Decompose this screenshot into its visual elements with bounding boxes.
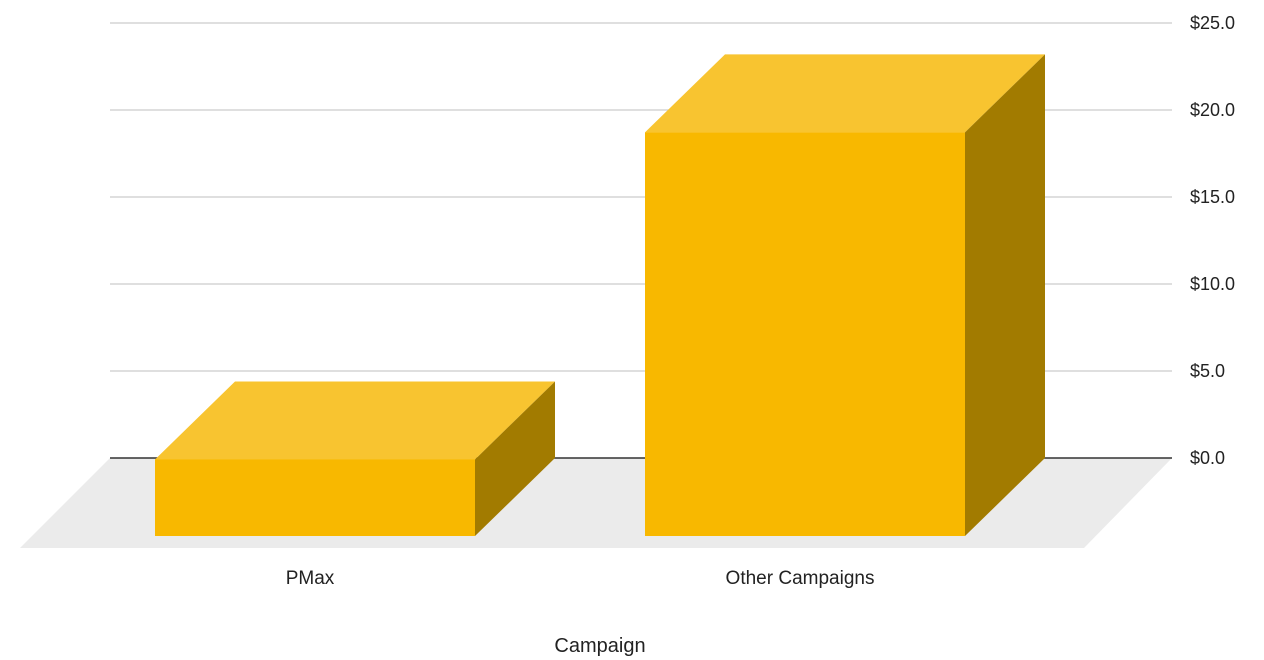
y-axis-ticks: $0.0 $5.0 $10.0 $15.0 $20.0 $25.0 — [1190, 13, 1235, 468]
y-tick-label: $15.0 — [1190, 187, 1235, 207]
x-category-label: Other Campaigns — [726, 568, 875, 589]
x-axis-title: Campaign — [554, 635, 645, 657]
y-tick-label: $25.0 — [1190, 13, 1235, 33]
bar — [645, 54, 1045, 536]
y-tick-label: $10.0 — [1190, 274, 1235, 294]
bar-side-face — [475, 381, 555, 536]
y-tick-label: $20.0 — [1190, 100, 1235, 120]
y-tick-label: $0.0 — [1190, 448, 1225, 468]
bars — [155, 54, 1045, 536]
bar-side-face — [965, 54, 1045, 536]
bar-front-face — [155, 459, 475, 536]
y-tick-label: $5.0 — [1190, 361, 1225, 381]
bar — [155, 381, 555, 536]
bar-front-face — [645, 132, 965, 536]
bar-top-face — [155, 381, 555, 460]
x-axis-categories: PMax Other Campaigns — [286, 568, 875, 589]
bar-top-face — [645, 54, 1045, 133]
x-category-label: PMax — [286, 568, 335, 589]
